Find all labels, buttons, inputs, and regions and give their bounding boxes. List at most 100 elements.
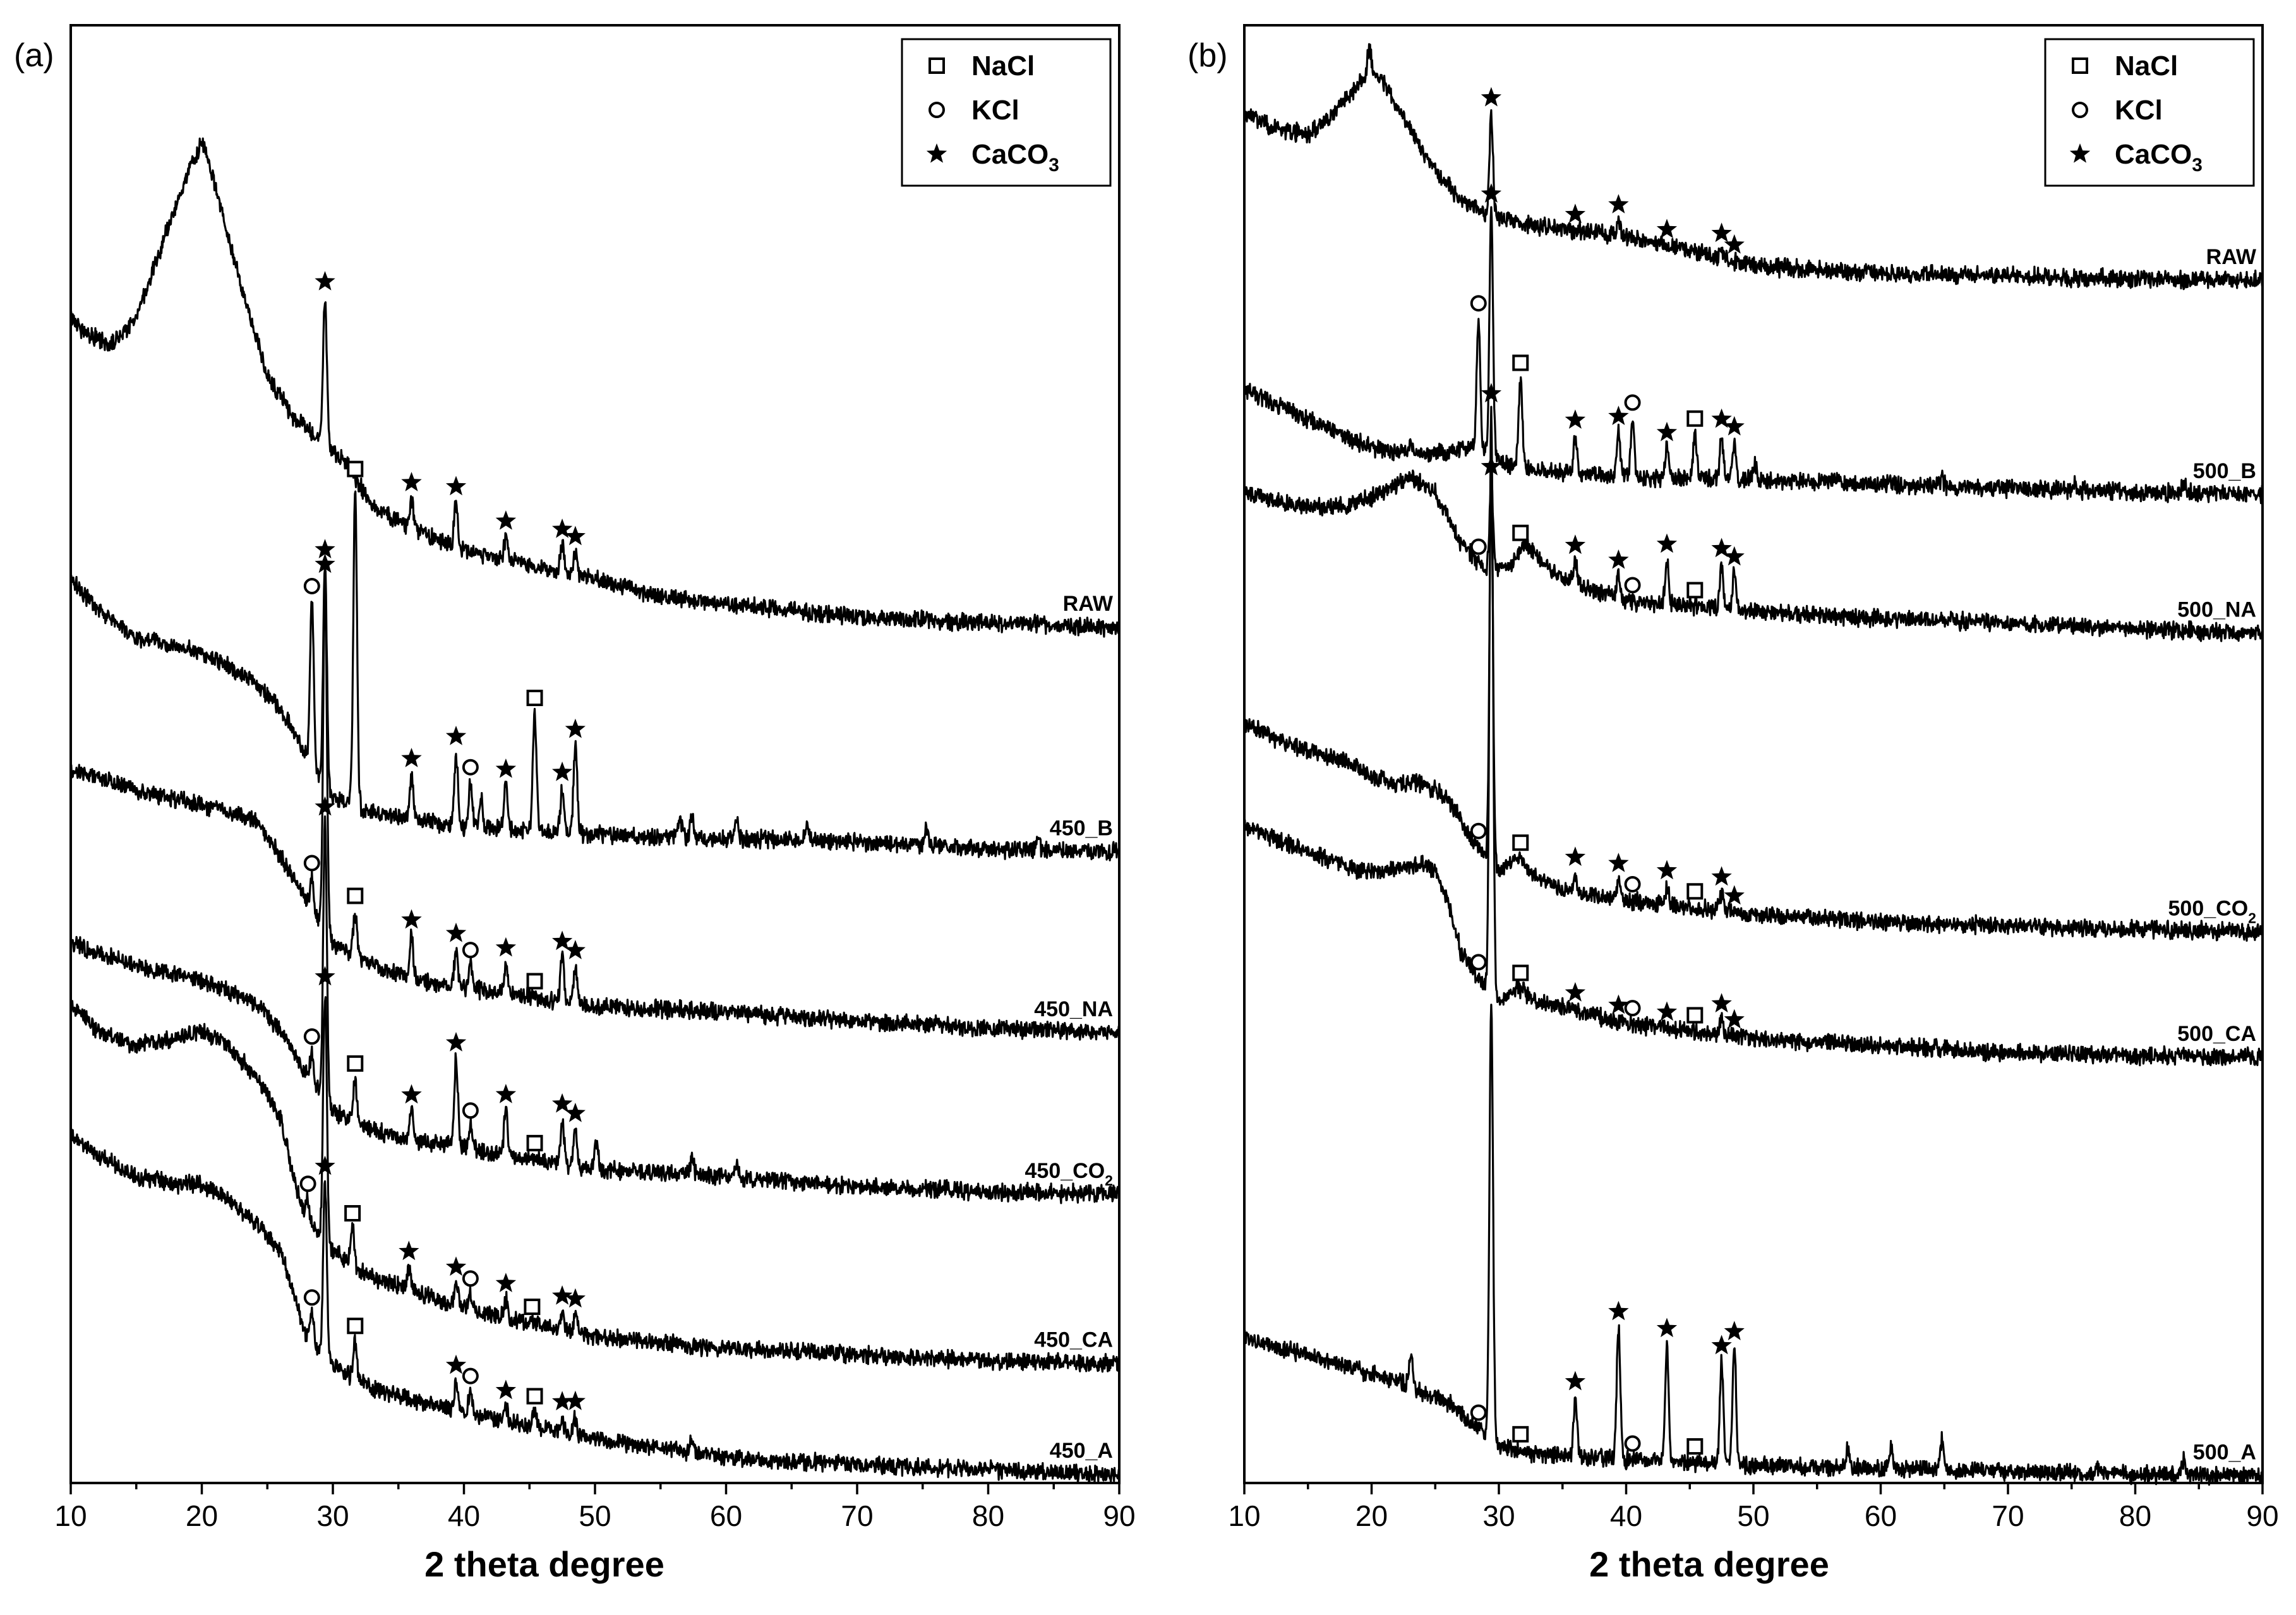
450_na-nacl-marker: [526, 973, 543, 990]
trace-500_a: [1243, 1004, 2264, 1486]
450_na-kcl-marker: [462, 942, 479, 959]
panel-a: (a) 10 20 30 40 50 60 70 80 90 2 theta degree RAW 45…: [14, 24, 1136, 1584]
500_a-nacl-marker: [1686, 1438, 1704, 1455]
500_co2-caco3-marker: [1724, 885, 1745, 905]
500_na-caco3-marker: [1565, 534, 1586, 555]
450_a-caco3-marker: [495, 1379, 517, 1400]
x-tick-label: 80: [2119, 1499, 2151, 1532]
500_b-caco3-marker: [1656, 421, 1678, 441]
450_a-kcl-marker: [462, 1367, 479, 1384]
500_a-caco3-marker: [1608, 1300, 1629, 1321]
500_ca-caco3-marker: [1481, 383, 1502, 403]
legend-kcl-marker: [929, 102, 945, 118]
series-raw: RAW: [1243, 43, 2264, 291]
450_a-caco3-marker: [445, 1354, 467, 1374]
plot-frame-b: [1243, 24, 2264, 1484]
500_b-kcl-marker: [1624, 394, 1641, 411]
500_b-nacl-marker: [1686, 410, 1704, 427]
500_b-caco3-marker: [1608, 405, 1629, 425]
450_co2-caco3-marker: [401, 1084, 422, 1104]
x-axis-title-a: 2 theta degree: [424, 1544, 664, 1584]
450_b-caco3-marker: [401, 748, 422, 767]
450_co2-kcl-marker: [462, 1102, 479, 1119]
500_a-kcl-marker: [1624, 1435, 1641, 1452]
series-500_ca: 500_CA: [1243, 383, 2263, 1067]
450_na-nacl-marker: [347, 887, 364, 904]
450_co2-kcl-marker: [303, 1028, 320, 1045]
x-tick-label: 80: [972, 1499, 1004, 1532]
450_b-caco3-marker: [495, 758, 517, 778]
series-450_b: 450_B: [69, 460, 1121, 862]
legend-a: NaCl KCl CaCO3: [901, 38, 1112, 187]
450_ca-nacl-marker: [524, 1299, 541, 1316]
500_a-caco3-marker: [1724, 1321, 1745, 1340]
450_na-caco3-marker: [445, 922, 467, 942]
x-tick-label: 60: [710, 1499, 742, 1532]
raw-caco3-marker: [1481, 87, 1502, 107]
450_a-nacl-marker: [347, 1318, 364, 1335]
raw-caco3-marker: [552, 519, 573, 538]
450_ca-caco3-marker: [315, 966, 335, 986]
series-450_co2: 450_CO2: [69, 796, 1121, 1204]
450_co2-caco3-marker: [315, 796, 335, 816]
series-label-raw: RAW: [1063, 592, 1114, 616]
series-450_ca: 450_CA: [69, 966, 1121, 1373]
450_b-kcl-marker: [303, 577, 320, 594]
x-axis-title-b: 2 theta degree: [1589, 1544, 1829, 1584]
legend-label-nacl: NaCl: [971, 51, 1035, 81]
500_b-caco3-marker: [1724, 416, 1745, 436]
series-label-500_co2: 500_CO2: [2168, 897, 2257, 927]
series-label-450_ca: 450_CA: [1034, 1328, 1113, 1352]
500_na-caco3-marker: [1711, 537, 1732, 558]
450_b-kcl-marker: [462, 759, 479, 776]
450_a-caco3-marker: [315, 1155, 335, 1175]
450_a-caco3-marker: [552, 1391, 573, 1410]
500_na-caco3-marker: [1656, 533, 1678, 553]
x-tick-label: 70: [841, 1499, 873, 1532]
x-tick-label: 90: [2246, 1499, 2278, 1532]
series-450_na: 450_NA: [69, 553, 1121, 1041]
x-tick-label: 20: [186, 1499, 218, 1532]
450_b-nacl-marker: [347, 460, 364, 477]
450_na-caco3-marker: [315, 553, 335, 573]
500_ca-caco3-marker: [1608, 994, 1629, 1014]
500_a-caco3-marker: [1656, 1318, 1678, 1338]
raw-caco3-marker: [1565, 203, 1586, 224]
raw-caco3-marker: [445, 476, 467, 496]
500_co2-caco3-marker: [1711, 866, 1732, 886]
450_co2-nacl-marker: [526, 1134, 543, 1151]
500_b-kcl-marker: [1470, 295, 1487, 312]
trace-450_co2: [69, 815, 1121, 1204]
450_ca-caco3-marker: [552, 1285, 573, 1305]
legend-label-caco3: CaCO3: [2115, 139, 2203, 176]
x-tick-label: 70: [1992, 1499, 2024, 1532]
series-label-450_na: 450_NA: [1034, 997, 1113, 1021]
raw-caco3-marker: [315, 271, 335, 291]
450_a-kcl-marker: [303, 1289, 320, 1306]
450_ca-nacl-marker: [344, 1204, 361, 1222]
450_ca-caco3-marker: [565, 1288, 586, 1308]
500_b-caco3-marker: [1481, 183, 1502, 203]
raw-caco3-marker: [401, 472, 422, 491]
500_co2-kcl-marker: [1470, 822, 1487, 839]
500_a-kcl-marker: [1470, 1404, 1487, 1421]
450_ca-kcl-marker: [299, 1175, 316, 1192]
legend-nacl-marker: [2072, 57, 2088, 74]
series-label-450_b: 450_B: [1050, 817, 1113, 841]
series-raw: RAW: [69, 137, 1121, 638]
500_na-kcl-marker: [1470, 538, 1487, 555]
legend-b: NaCl KCl CaCO3: [2044, 38, 2255, 187]
series-label-raw: RAW: [2206, 245, 2257, 269]
legend-label-nacl: NaCl: [2115, 51, 2178, 81]
500_ca-kcl-marker: [1624, 1000, 1641, 1017]
500_ca-caco3-marker: [1711, 993, 1732, 1012]
legend-nacl-marker: [929, 57, 945, 74]
500_a-caco3-marker: [1565, 1371, 1586, 1391]
trace-500_ca: [1243, 405, 2263, 1067]
500_ca-caco3-marker: [1724, 1009, 1745, 1029]
500_na-nacl-marker: [1686, 582, 1704, 599]
500_b-nacl-marker: [1512, 354, 1529, 371]
450_a-nacl-marker: [526, 1388, 543, 1405]
raw-caco3-marker: [1711, 222, 1732, 243]
